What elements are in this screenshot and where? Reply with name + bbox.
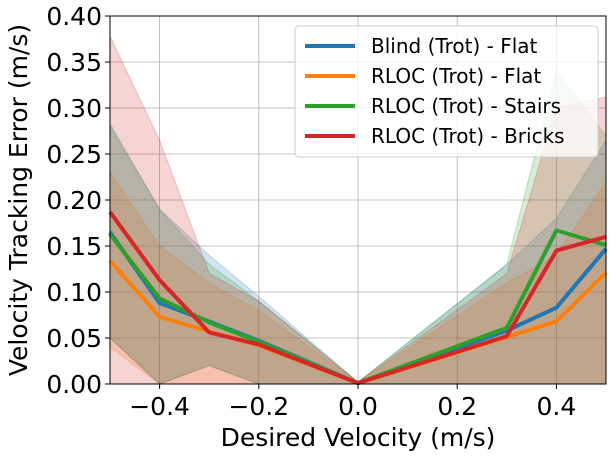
x-tick-label: −0.2 [228, 392, 289, 421]
y-tick-label: 0.30 [46, 94, 102, 123]
x-tick-label: 0.4 [537, 392, 577, 421]
legend-label: RLOC (Trot) - Bricks [371, 124, 565, 148]
x-tick-label: −0.4 [129, 392, 190, 421]
y-ticks: 0.00 0.05 0.10 0.15 0.20 0.25 0.30 0.35 0.40 [46, 2, 110, 399]
legend: Blind (Trot) - Flat RLOC (Trot) - Flat RLO… [294, 25, 599, 158]
y-tick-label: 0.15 [46, 232, 102, 261]
x-ticks: −0.4 −0.2 0.0 0.2 0.4 [129, 384, 576, 421]
y-tick-label: 0.35 [46, 48, 102, 77]
series-line-4 [108, 210, 607, 386]
y-tick-label: 0.20 [46, 186, 102, 215]
series-lines [108, 210, 608, 386]
x-tick-label: 0.2 [437, 392, 477, 421]
legend-box [294, 25, 599, 158]
x-axis-label: Desired Velocity (m/s) [221, 423, 496, 452]
x-tick-label: 0.0 [338, 392, 378, 421]
legend-label: Blind (Trot) - Flat [371, 34, 538, 58]
y-tick-label: 0.25 [46, 140, 102, 169]
y-tick-label: 0.05 [46, 324, 102, 353]
y-tick-label: 0.00 [46, 370, 102, 399]
y-tick-label: 0.40 [46, 2, 102, 31]
legend-label: RLOC (Trot) - Flat [371, 64, 541, 88]
y-tick-label: 0.10 [46, 278, 102, 307]
legend-label: RLOC (Trot) - Stairs [371, 94, 561, 118]
y-axis-label: Velocity Tracking Error (m/s) [4, 24, 33, 376]
